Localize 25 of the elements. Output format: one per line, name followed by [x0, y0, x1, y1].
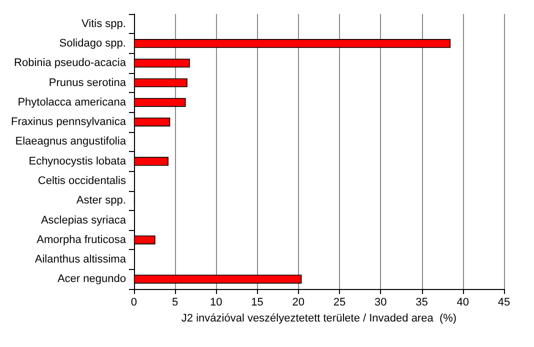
y-tick-label: Asclepias syriaca	[40, 214, 127, 226]
y-tick-label: Prunus serotina	[48, 76, 127, 89]
y-tick-label: Ailanthus altissima	[34, 254, 127, 266]
y-tick-label: Echynocystis lobata	[28, 155, 127, 168]
x-tick-label: 35	[416, 296, 428, 308]
x-tick-label: 25	[333, 296, 346, 308]
y-tick-label: Amorpha fruticosa	[36, 234, 127, 246]
x-tick-label: 45	[498, 296, 510, 308]
y-tick-label: Elaeagnus angustifolia	[15, 136, 127, 148]
x-tick-label: 15	[251, 296, 264, 308]
y-tick-label: Fraxinus pennsylvanica	[10, 116, 127, 128]
x-tick-label: 10	[210, 296, 222, 308]
x-axis-title: J2 invázióval veszélyeztetett területe / Invaded area (%)	[181, 312, 457, 324]
x-tick-label: 30	[374, 296, 387, 308]
y-tick-label: Solidago spp.	[59, 37, 126, 50]
y-tick-label: Phytolacca americana	[18, 96, 127, 108]
y-tick-label: Aster spp.	[76, 194, 126, 207]
x-tick-label: 20	[292, 296, 305, 308]
y-tick-label: Celtis occidentalis	[38, 174, 126, 187]
x-tick-label: 40	[456, 296, 470, 308]
y-tick-label: Vitis spp.	[82, 18, 126, 30]
y-tick-label: Robinia pseudo-acacia	[14, 57, 127, 70]
x-tick-label: 5	[172, 296, 178, 308]
y-tick-label: Acer negundo	[57, 273, 126, 286]
x-tick-label: 0	[130, 296, 138, 308]
